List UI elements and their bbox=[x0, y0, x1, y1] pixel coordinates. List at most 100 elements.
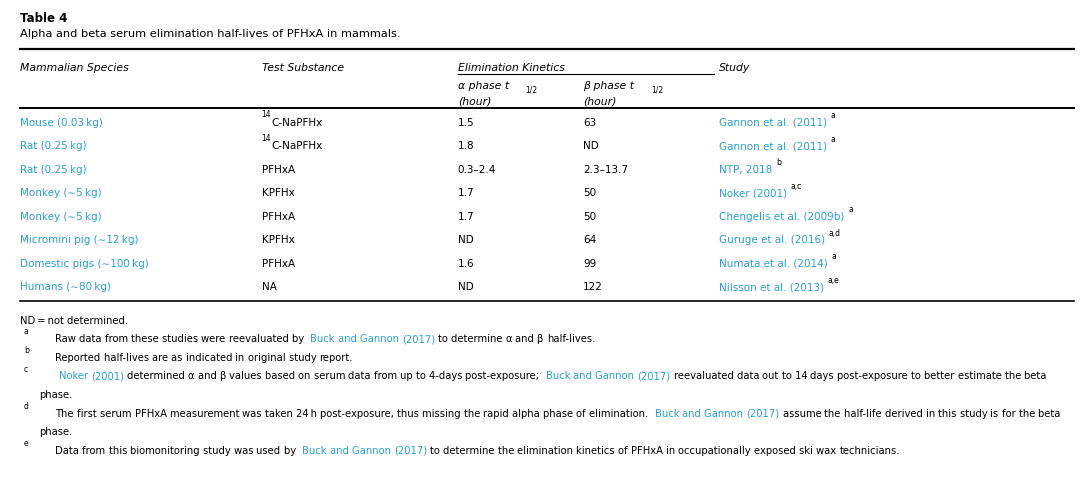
Text: KPFHx: KPFHx bbox=[262, 188, 294, 198]
Text: c: c bbox=[24, 365, 28, 373]
Text: 24 h: 24 h bbox=[296, 409, 320, 418]
Text: thus: thus bbox=[397, 409, 422, 418]
Text: (hour): (hour) bbox=[583, 97, 617, 106]
Text: 64: 64 bbox=[583, 235, 596, 245]
Text: on: on bbox=[298, 371, 314, 381]
Text: and: and bbox=[338, 334, 360, 344]
Text: post-exposure,: post-exposure, bbox=[320, 409, 397, 418]
Text: to: to bbox=[911, 371, 924, 381]
Text: a: a bbox=[848, 205, 852, 214]
Text: from: from bbox=[105, 334, 131, 344]
Text: was: was bbox=[242, 409, 265, 418]
Text: derived: derived bbox=[885, 409, 925, 418]
Text: NA: NA bbox=[262, 282, 277, 292]
Text: a: a bbox=[831, 111, 836, 120]
Text: a,e: a,e bbox=[827, 276, 839, 285]
Text: ND: ND bbox=[458, 282, 473, 292]
Text: NTP, 2018: NTP, 2018 bbox=[719, 165, 776, 174]
Text: 14: 14 bbox=[795, 371, 811, 381]
Text: Micromini pig (∼12 kg): Micromini pig (∼12 kg) bbox=[20, 235, 138, 245]
Text: Reported: Reported bbox=[56, 353, 104, 363]
Text: Data: Data bbox=[56, 446, 83, 456]
Text: in: in bbox=[925, 409, 938, 418]
Text: Buck: Buck bbox=[546, 371, 573, 381]
Text: KPFHx: KPFHx bbox=[262, 235, 294, 245]
Text: 122: 122 bbox=[583, 282, 603, 292]
Text: (hour): (hour) bbox=[458, 97, 492, 106]
Text: b: b bbox=[776, 158, 780, 167]
Text: ski: ski bbox=[799, 446, 816, 456]
Text: based: based bbox=[265, 371, 298, 381]
Text: and: and bbox=[516, 334, 537, 344]
Text: PFHxA: PFHxA bbox=[134, 409, 170, 418]
Text: indicated: indicated bbox=[185, 353, 235, 363]
Text: better: better bbox=[924, 371, 958, 381]
Text: and: and bbox=[197, 371, 219, 381]
Text: Buck: Buck bbox=[302, 446, 329, 456]
Text: α: α bbox=[506, 334, 516, 344]
Text: 4-days: 4-days bbox=[428, 371, 465, 381]
Text: Numata et al. (2014): Numata et al. (2014) bbox=[719, 259, 832, 269]
Text: (2017): (2017) bbox=[393, 446, 427, 456]
Text: a,d: a,d bbox=[828, 229, 840, 238]
Text: PFHxA: PFHxA bbox=[262, 259, 294, 269]
Text: data: data bbox=[737, 371, 762, 381]
Text: serum: serum bbox=[314, 371, 348, 381]
Text: half-life: half-life bbox=[844, 409, 885, 418]
Text: Gannon: Gannon bbox=[595, 371, 638, 381]
Text: a: a bbox=[24, 327, 28, 336]
Text: data: data bbox=[80, 334, 105, 344]
Text: days: days bbox=[811, 371, 837, 381]
Text: half-lives.: half-lives. bbox=[547, 334, 595, 344]
Text: e: e bbox=[24, 439, 28, 448]
Text: 50: 50 bbox=[583, 188, 596, 198]
Text: phase.: phase. bbox=[39, 390, 73, 400]
Text: to: to bbox=[782, 371, 795, 381]
Text: Chengelis et al. (2009b): Chengelis et al. (2009b) bbox=[719, 212, 848, 221]
Text: Guruge et al. (2016): Guruge et al. (2016) bbox=[719, 235, 828, 245]
Text: in: in bbox=[666, 446, 678, 456]
Text: values: values bbox=[229, 371, 265, 381]
Text: to: to bbox=[438, 334, 451, 344]
Text: this: this bbox=[109, 446, 130, 456]
Text: 1.6: 1.6 bbox=[458, 259, 474, 269]
Text: 1/2: 1/2 bbox=[525, 86, 537, 95]
Text: beta: beta bbox=[1038, 409, 1064, 418]
Text: rapid: rapid bbox=[483, 409, 512, 418]
Text: 0.3–2.4: 0.3–2.4 bbox=[458, 165, 496, 174]
Text: Raw: Raw bbox=[56, 334, 80, 344]
Text: ND = not determined.: ND = not determined. bbox=[20, 316, 128, 325]
Text: original: original bbox=[247, 353, 289, 363]
Text: of: of bbox=[618, 446, 631, 456]
Text: and: and bbox=[573, 371, 595, 381]
Text: occupationally: occupationally bbox=[678, 446, 754, 456]
Text: 99: 99 bbox=[583, 259, 596, 269]
Text: reevaluated: reevaluated bbox=[674, 371, 737, 381]
Text: from: from bbox=[374, 371, 400, 381]
Text: in: in bbox=[235, 353, 247, 363]
Text: to: to bbox=[431, 446, 443, 456]
Text: this: this bbox=[938, 409, 959, 418]
Text: post-exposure;: post-exposure; bbox=[465, 371, 543, 381]
Text: 50: 50 bbox=[583, 212, 596, 221]
Text: The: The bbox=[56, 409, 77, 418]
Text: Test Substance: Test Substance bbox=[262, 63, 343, 73]
Text: by: by bbox=[283, 446, 299, 456]
Text: Gannon: Gannon bbox=[352, 446, 393, 456]
Text: and: and bbox=[682, 409, 704, 418]
Text: ND: ND bbox=[583, 141, 598, 151]
Text: (2017): (2017) bbox=[402, 334, 435, 344]
Text: wax: wax bbox=[816, 446, 839, 456]
Text: were: were bbox=[202, 334, 229, 344]
Text: elimination: elimination bbox=[517, 446, 577, 456]
Text: serum: serum bbox=[100, 409, 134, 418]
Text: (2017): (2017) bbox=[638, 371, 670, 381]
Text: kinetics: kinetics bbox=[577, 446, 618, 456]
Text: Humans (∼80 kg): Humans (∼80 kg) bbox=[20, 282, 110, 292]
Text: 1.8: 1.8 bbox=[458, 141, 474, 151]
Text: Buck: Buck bbox=[311, 334, 338, 344]
Text: of: of bbox=[577, 409, 589, 418]
Text: the: the bbox=[498, 446, 517, 456]
Text: phase: phase bbox=[543, 409, 577, 418]
Text: a: a bbox=[831, 135, 836, 144]
